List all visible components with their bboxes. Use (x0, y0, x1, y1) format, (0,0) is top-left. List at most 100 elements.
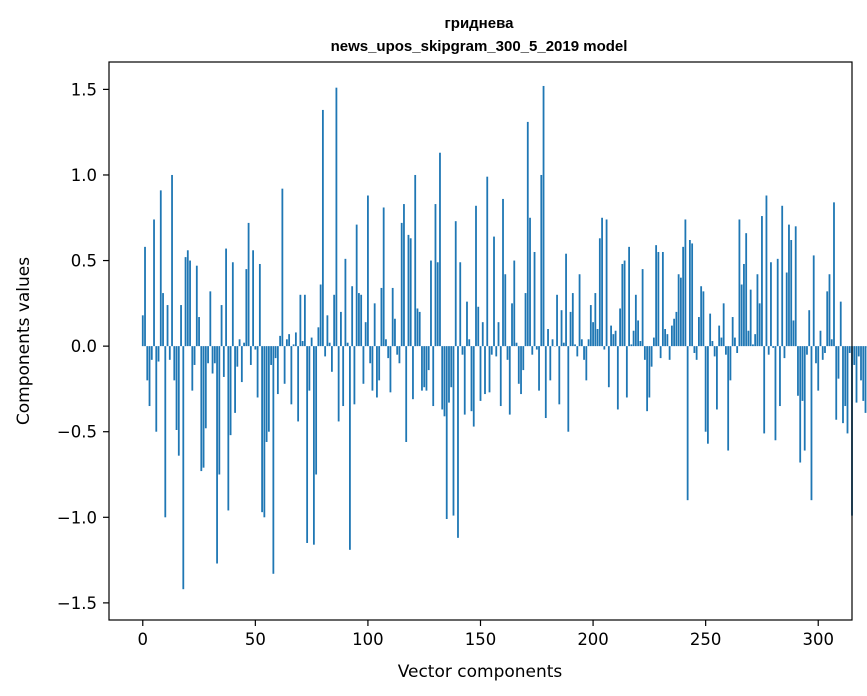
bar-component-307 (833, 202, 835, 347)
bar-component-163 (508, 346, 511, 415)
bar-component-125 (423, 346, 426, 388)
bar-component-287 (788, 224, 790, 347)
bar-component-207 (607, 346, 610, 388)
bar-component-200 (592, 322, 594, 347)
bar-component-214 (623, 260, 626, 347)
bar-component-64 (285, 339, 288, 347)
bar-component-227 (652, 337, 655, 347)
bar-component-14 (173, 346, 176, 381)
bar-component-273 (756, 274, 759, 347)
bar-component-87 (337, 346, 340, 422)
x-tick-label: 200 (577, 630, 609, 649)
bar-component-317 (855, 346, 858, 403)
bar-component-151 (481, 322, 484, 347)
bar-component-34 (218, 346, 221, 475)
bar-component-180 (547, 329, 549, 347)
bar-component-120 (412, 346, 414, 400)
bar-component-59 (274, 346, 277, 359)
bar-component-139 (454, 221, 457, 347)
bar-component-314 (848, 346, 851, 353)
bar-component-252 (709, 313, 712, 347)
x-tick-label: 300 (802, 630, 834, 649)
bar-component-76 (312, 346, 315, 545)
bar-component-12 (168, 346, 171, 360)
bar-component-115 (400, 222, 403, 347)
bar-component-216 (628, 246, 630, 347)
bar-component-267 (743, 263, 745, 347)
bar-component-269 (747, 330, 750, 347)
bar-component-107 (382, 207, 385, 347)
bar-component-198 (587, 339, 590, 347)
bar-component-228 (655, 245, 658, 347)
bar-component-0 (141, 315, 144, 347)
bar-component-83 (328, 342, 331, 347)
bar-component-229 (657, 251, 660, 347)
bar-component-210 (614, 330, 617, 347)
y-tick-label: 0.0 (71, 337, 97, 356)
bar-component-2 (146, 346, 149, 381)
bar-component-47 (247, 222, 250, 347)
bar-component-15 (175, 346, 178, 430)
bar-component-117 (405, 346, 408, 442)
bar-component-266 (740, 284, 743, 347)
bar-component-236 (673, 318, 676, 347)
bar-component-161 (504, 274, 507, 347)
bar-component-136 (448, 346, 450, 403)
bar-component-153 (486, 176, 489, 347)
bar-component-186 (560, 310, 563, 347)
bar-component-65 (288, 334, 291, 347)
bar-component-258 (722, 303, 725, 347)
bar-component-255 (716, 346, 718, 410)
bar-component-259 (725, 346, 727, 355)
bar-component-194 (578, 274, 581, 347)
bar-component-218 (632, 330, 635, 347)
bar-component-36 (222, 346, 225, 377)
bar-component-5 (153, 219, 155, 347)
bar-component-250 (704, 346, 707, 432)
bar-component-140 (457, 346, 459, 538)
bar-component-296 (808, 310, 811, 347)
bar-component-24 (195, 265, 198, 347)
bar-component-270 (749, 289, 752, 347)
bar-component-95 (355, 224, 358, 347)
bar-component-195 (580, 339, 583, 347)
bar-component-221 (639, 341, 642, 347)
bar-component-89 (342, 346, 345, 407)
bar-component-102 (371, 346, 374, 391)
bar-component-51 (256, 346, 259, 398)
bar-component-262 (731, 317, 734, 347)
bar-component-141 (459, 262, 462, 347)
bar-component-196 (583, 346, 585, 360)
bar-component-213 (621, 263, 624, 347)
bar-component-260 (727, 346, 730, 451)
bar-component-61 (279, 335, 282, 347)
bar-component-57 (270, 346, 273, 365)
x-tick-label: 0 (138, 630, 149, 649)
bar-component-26 (200, 346, 203, 472)
bar-component-305 (828, 274, 831, 347)
bar-component-263 (734, 337, 736, 347)
bar-component-189 (567, 346, 570, 432)
bar-component-204 (601, 217, 603, 347)
bar-component-157 (495, 346, 498, 357)
x-tick-label: 250 (690, 630, 722, 649)
bar-component-111 (391, 287, 394, 347)
bar-component-46 (245, 269, 248, 347)
bar-component-31 (211, 346, 214, 374)
bar-component-130 (434, 204, 437, 347)
bar-component-241 (684, 219, 687, 347)
bar-component-112 (394, 318, 396, 347)
bar-component-271 (752, 344, 754, 347)
bar-component-201 (594, 293, 597, 347)
bar-component-129 (432, 346, 435, 407)
bar-component-77 (315, 346, 318, 475)
bar-component-318 (857, 346, 860, 357)
bar-component-319 (860, 346, 862, 381)
bar-component-137 (450, 346, 453, 388)
bar-component-171 (526, 121, 529, 347)
bar-component-103 (373, 303, 376, 347)
bar-component-257 (720, 337, 723, 347)
bar-component-301 (819, 330, 822, 347)
bar-component-6 (155, 346, 158, 432)
bar-component-206 (605, 219, 608, 347)
